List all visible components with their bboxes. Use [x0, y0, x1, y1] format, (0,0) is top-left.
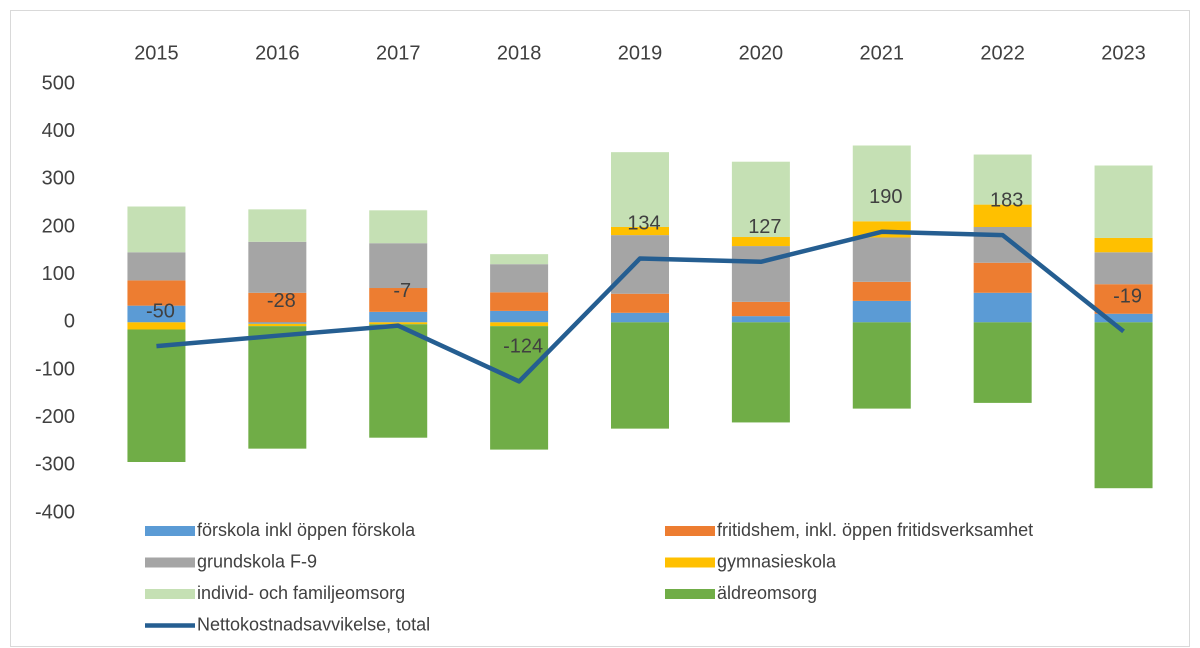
x-tick-label: 2018: [497, 42, 542, 64]
bar-segment: [127, 322, 186, 330]
bar-segment: [731, 246, 790, 302]
bar-segment: [1094, 165, 1153, 238]
bar-segment: [611, 322, 669, 429]
bar-segment: [490, 310, 549, 323]
bar-segment: [973, 204, 1032, 227]
bar-segment: [1094, 237, 1153, 253]
x-tick-label: 2017: [376, 42, 421, 64]
bar-segment: [852, 300, 911, 323]
bar-segment: [369, 322, 428, 325]
bar-segment: [127, 305, 186, 323]
y-tick-label: -200: [35, 406, 75, 428]
x-tick-label: 2020: [739, 42, 784, 64]
y-tick-label: 0: [64, 311, 75, 333]
data-label: 127: [748, 216, 781, 238]
legend-label: individ- och familjeomsorg: [197, 583, 405, 603]
x-tick-label: 2015: [134, 42, 179, 64]
bar-segment: [852, 237, 911, 282]
bar-segment: [248, 322, 307, 324]
bar-segment: [127, 280, 186, 306]
legend-swatch: [665, 589, 715, 599]
bar-segment: [248, 241, 307, 293]
y-tick-label: -100: [35, 358, 75, 380]
bar-segment: [973, 322, 1032, 403]
bar-segment: [852, 322, 911, 409]
legend-swatch: [145, 526, 195, 536]
y-tick-label: 100: [42, 263, 75, 285]
bar-segment: [369, 324, 428, 438]
bar-segment: [731, 301, 790, 317]
data-label: 183: [990, 189, 1023, 211]
x-tick-label: 2019: [618, 42, 663, 64]
x-tick-label: 2022: [980, 42, 1025, 64]
bar-segment: [731, 322, 790, 423]
x-tick-label: 2021: [860, 42, 905, 64]
data-label: -28: [267, 290, 296, 312]
legend-label: Nettokostnadsavvikelse, total: [197, 614, 430, 634]
legend-swatch: [665, 526, 715, 536]
y-tick-label: 400: [42, 120, 75, 142]
line: [156, 229, 1125, 384]
y-tick-label: 200: [42, 215, 75, 237]
bar-segment: [248, 323, 307, 327]
bar-segment: [248, 292, 307, 323]
bar-segment: [127, 206, 186, 253]
bar-segment: [490, 254, 549, 265]
bar-segment: [1094, 313, 1153, 323]
bar-segment: [611, 152, 669, 227]
bar-segment: [369, 288, 428, 312]
legend-label: förskola inkl öppen förskola: [197, 520, 416, 540]
x-tick-label: 2016: [255, 42, 300, 64]
bar-segment: [490, 322, 549, 327]
bar-segment: [973, 154, 1032, 205]
bar-segment: [1094, 322, 1153, 489]
bar-segment: [731, 161, 790, 238]
bar-segment: [1094, 284, 1153, 314]
bar-segment: [973, 262, 1032, 293]
bar-segment: [369, 311, 428, 323]
legend-label: fritidshem, inkl. öppen fritidsverksamhe…: [717, 520, 1033, 540]
bar-segment: [1094, 252, 1153, 285]
y-tick-label: 300: [42, 168, 75, 190]
bar-segment: [852, 281, 911, 301]
bar-segment: [852, 145, 911, 222]
bar-segment: [369, 210, 428, 244]
data-label: -124: [503, 336, 543, 358]
data-label: 134: [627, 213, 660, 235]
data-label: -50: [146, 300, 175, 322]
bar-segment: [490, 292, 549, 311]
data-label: -19: [1113, 286, 1142, 308]
bar-segment: [490, 326, 549, 450]
bar-segment: [611, 235, 669, 294]
bar-segment: [731, 237, 790, 247]
data-label: 190: [869, 186, 902, 208]
legend-label: gymnasieskola: [717, 551, 837, 571]
y-tick-label: 500: [42, 72, 75, 94]
x-tick-label: 2023: [1101, 42, 1146, 64]
legend-swatch: [145, 557, 195, 568]
y-tick-label: -400: [35, 501, 75, 523]
bar-segment: [127, 252, 186, 281]
legend-label: grundskola F-9: [197, 551, 317, 571]
y-tick-label: -300: [35, 454, 75, 476]
legend-swatch: [145, 589, 195, 599]
bar-segment: [611, 227, 669, 236]
bar-segment: [731, 316, 790, 323]
bar-segment: [248, 209, 307, 242]
legend-label: äldreomsorg: [717, 583, 817, 603]
bar-segment: [490, 264, 549, 293]
bar-segment: [973, 292, 1032, 323]
bar-segment: [611, 293, 669, 313]
bar-segment: [127, 329, 186, 462]
data-label: -7: [393, 280, 411, 302]
bar-segment: [611, 312, 669, 323]
bar-segment: [248, 326, 307, 449]
bar-segment: [369, 243, 428, 289]
legend-swatch: [665, 557, 715, 568]
